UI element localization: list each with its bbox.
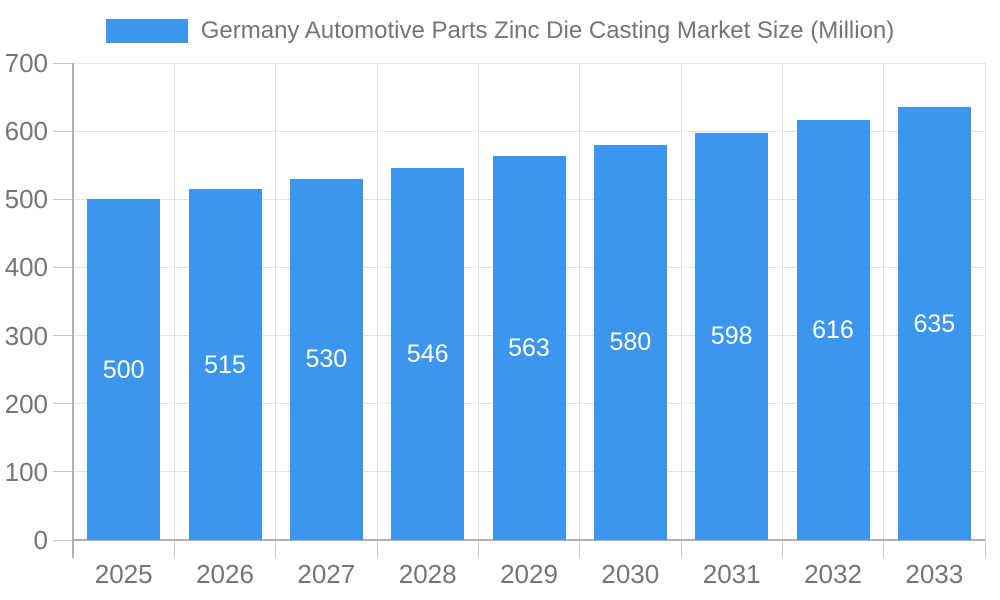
bar-value-label: 616 <box>812 316 854 345</box>
y-axis-tick <box>53 403 73 405</box>
y-axis-tick <box>53 130 73 132</box>
v-gridline <box>883 63 885 540</box>
y-axis-tick <box>53 471 73 473</box>
y-axis-label: 200 <box>4 388 48 419</box>
bar-value-label: 635 <box>913 309 956 338</box>
bar-value-label: 530 <box>305 345 348 374</box>
x-axis-tick <box>477 540 479 558</box>
v-gridline <box>477 63 479 540</box>
bar-value-label: 580 <box>609 328 652 357</box>
y-axis-label: 100 <box>4 456 48 487</box>
bar[interactable] <box>897 107 971 540</box>
y-axis-label: 700 <box>4 48 48 78</box>
bar-value-label: 515 <box>204 350 246 379</box>
bar-value-label: 598 <box>710 322 753 351</box>
y-axis-tick <box>53 335 73 337</box>
x-axis-line <box>72 539 985 541</box>
chart-legend[interactable]: Germany Automotive Parts Zinc Die Castin… <box>0 16 1000 46</box>
x-axis-label: 2031 <box>702 559 761 589</box>
x-axis-tick <box>579 540 581 558</box>
bar[interactable] <box>492 156 566 540</box>
bar[interactable] <box>391 167 465 540</box>
y-axis-label: 500 <box>4 184 48 215</box>
x-axis-tick <box>984 540 986 558</box>
bar[interactable] <box>188 189 262 540</box>
bar[interactable] <box>593 144 667 540</box>
bar-value-label: 546 <box>406 339 449 368</box>
x-axis-label: 2033 <box>905 559 964 589</box>
bar[interactable] <box>87 199 161 540</box>
legend-label: Germany Automotive Parts Zinc Die Castin… <box>200 17 895 44</box>
x-axis-label: 2032 <box>804 559 862 589</box>
x-axis-tick <box>376 540 378 558</box>
y-axis-label: 300 <box>4 320 48 351</box>
v-gridline <box>680 63 682 540</box>
legend-swatch-icon <box>105 19 188 43</box>
v-gridline <box>173 63 175 540</box>
x-axis-label: 2027 <box>297 559 356 589</box>
v-gridline <box>781 63 783 540</box>
bar-value-label: 500 <box>102 355 145 384</box>
x-axis-label: 2026 <box>196 559 254 589</box>
x-axis-label: 2025 <box>94 559 153 589</box>
v-gridline <box>579 63 581 540</box>
y-axis-line <box>72 63 74 558</box>
y-axis-tick <box>53 198 73 200</box>
x-axis-tick <box>883 540 885 558</box>
v-gridline <box>275 63 277 540</box>
y-axis-label: 400 <box>4 252 48 283</box>
bar[interactable] <box>796 120 870 540</box>
x-axis-tick <box>275 540 277 558</box>
x-axis-tick <box>781 540 783 558</box>
bar[interactable] <box>695 132 769 540</box>
x-axis-tick <box>680 540 682 558</box>
v-gridline <box>376 63 378 540</box>
y-axis-tick <box>53 62 73 64</box>
h-gridline <box>73 62 985 64</box>
bar-value-label: 563 <box>508 334 550 363</box>
bar[interactable] <box>289 178 363 540</box>
y-axis-tick <box>53 539 73 541</box>
y-axis-tick <box>53 266 73 268</box>
y-axis-label: 0 <box>33 525 48 555</box>
x-axis-label: 2028 <box>398 559 457 589</box>
x-axis-label: 2030 <box>601 559 660 589</box>
y-axis-label: 600 <box>4 116 48 147</box>
v-gridline <box>984 63 986 540</box>
x-axis-label: 2029 <box>500 559 558 589</box>
x-axis-tick <box>173 540 175 558</box>
h-gridline <box>73 130 985 132</box>
